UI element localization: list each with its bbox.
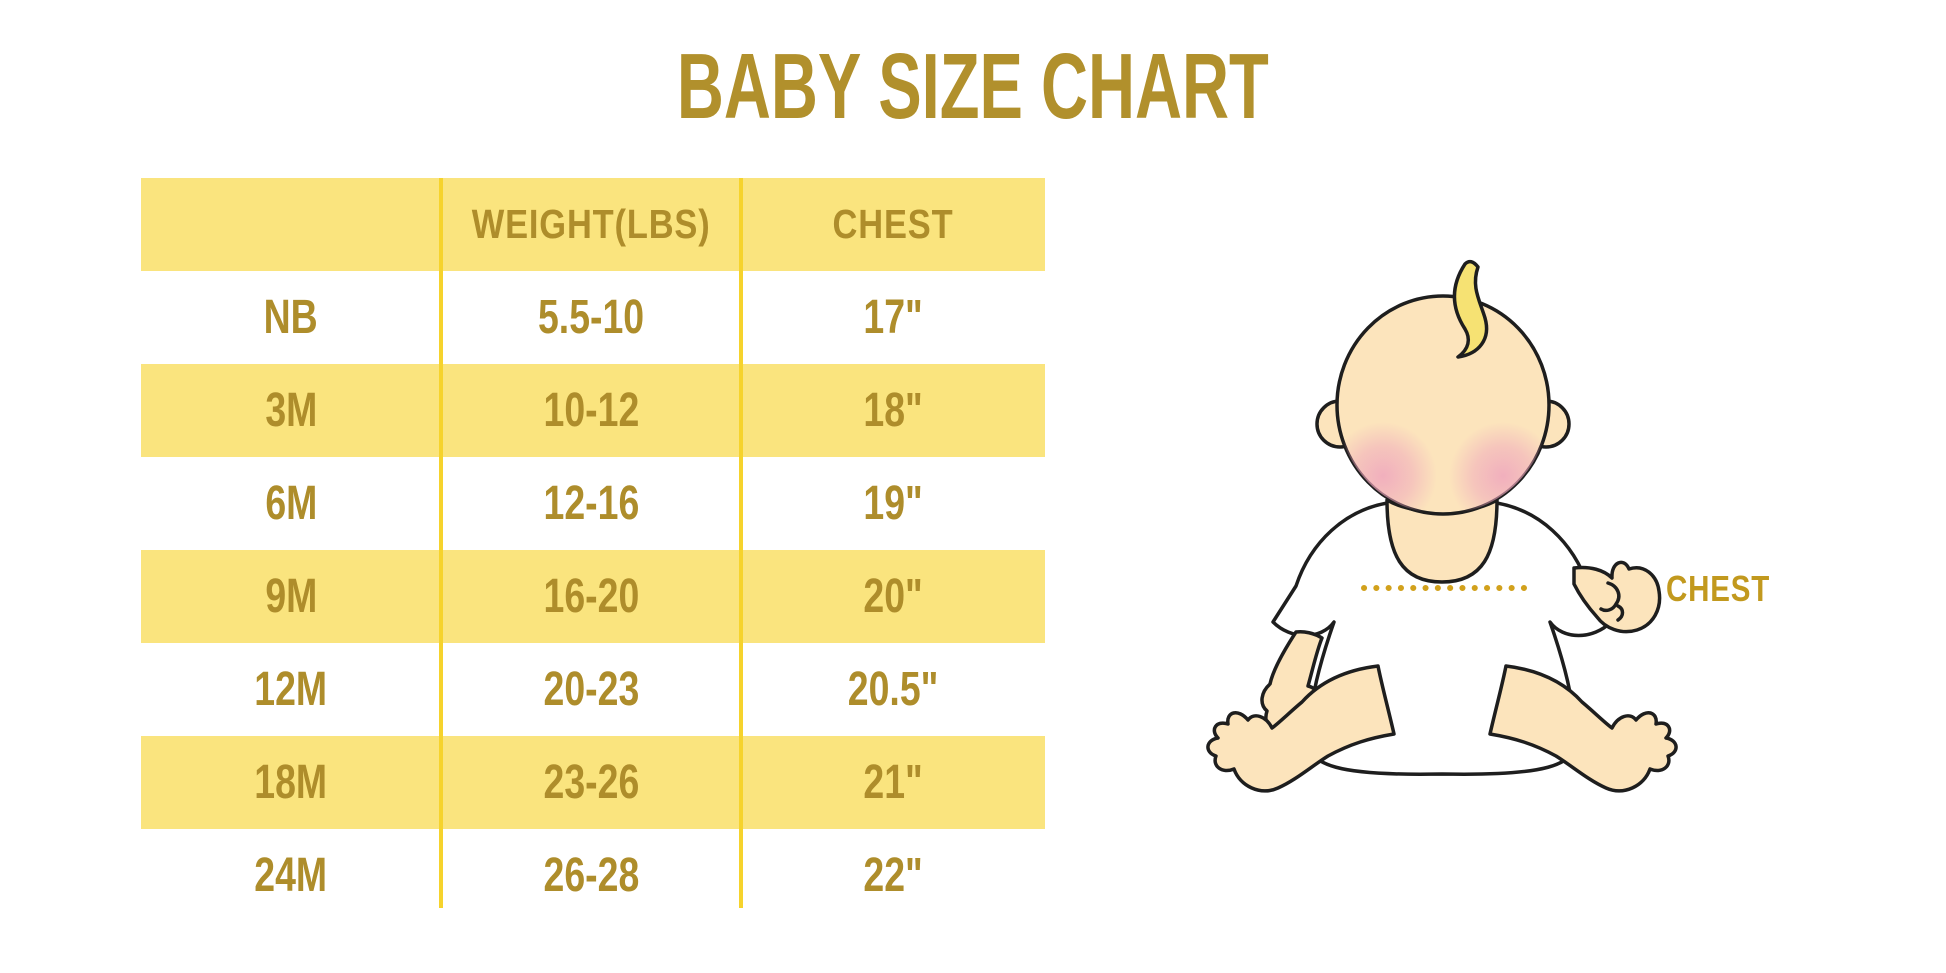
table-row: 3M 10-12 18" <box>141 364 1045 457</box>
chest-cell: 20" <box>863 570 923 623</box>
fist-finger-line-1 <box>1599 581 1621 613</box>
baby-hair-curl <box>1452 259 1489 359</box>
header-cell-size <box>141 178 441 271</box>
table-row: 24M 26-28 22" <box>141 829 1045 922</box>
chest-measurement-label: CHEST <box>1666 568 1771 609</box>
chest-cell: 20.5" <box>847 663 939 716</box>
baby-illustration <box>1206 259 1678 793</box>
table-row: 6M 12-16 19" <box>141 457 1045 550</box>
table-row: 9M 16-20 20" <box>141 550 1045 643</box>
baby-right-arm-fist <box>1572 560 1662 634</box>
table-row: 12M 20-23 20.5" <box>141 643 1045 736</box>
size-table: WEIGHT(LBS) CHEST NB 5.5-10 17" 3M 10-12… <box>141 178 1045 922</box>
chest-cell: 21" <box>863 756 923 809</box>
weight-cell: 26-28 <box>543 849 639 902</box>
baby-left-leg <box>1206 664 1396 793</box>
table-row: 18M 23-26 21" <box>141 736 1045 829</box>
size-cell: 18M <box>254 756 328 809</box>
header-cell-weight: WEIGHT(LBS) <box>471 201 711 247</box>
size-cell: 12M <box>254 663 328 716</box>
chest-cell: 18" <box>863 384 923 437</box>
header-cell-chest: CHEST <box>832 201 954 247</box>
weight-cell: 16-20 <box>543 570 639 623</box>
weight-cell: 12-16 <box>543 477 639 530</box>
size-cell: NB <box>263 291 319 344</box>
page-title-text: BABY SIZE CHART <box>677 34 1269 138</box>
weight-cell: 20-23 <box>543 663 639 716</box>
table-row: NB 5.5-10 17" <box>141 271 1045 364</box>
chest-cell: 19" <box>863 477 923 530</box>
page-title: BABY SIZE CHART <box>0 40 1946 133</box>
baby-right-leg <box>1488 664 1678 793</box>
weight-cell: 5.5-10 <box>537 291 645 344</box>
size-cell: 9M <box>264 570 318 623</box>
table-header-row: WEIGHT(LBS) CHEST <box>141 178 1045 271</box>
chest-cell: 22" <box>863 849 923 902</box>
size-cell: 6M <box>264 477 318 530</box>
weight-cell: 23-26 <box>543 756 639 809</box>
column-divider-1 <box>439 178 443 908</box>
column-divider-2 <box>739 178 743 908</box>
fist-finger-line-2 <box>1616 604 1625 622</box>
size-cell: 3M <box>264 384 318 437</box>
weight-cell: 10-12 <box>543 384 639 437</box>
chest-cell: 17" <box>863 291 923 344</box>
size-cell: 24M <box>254 849 328 902</box>
